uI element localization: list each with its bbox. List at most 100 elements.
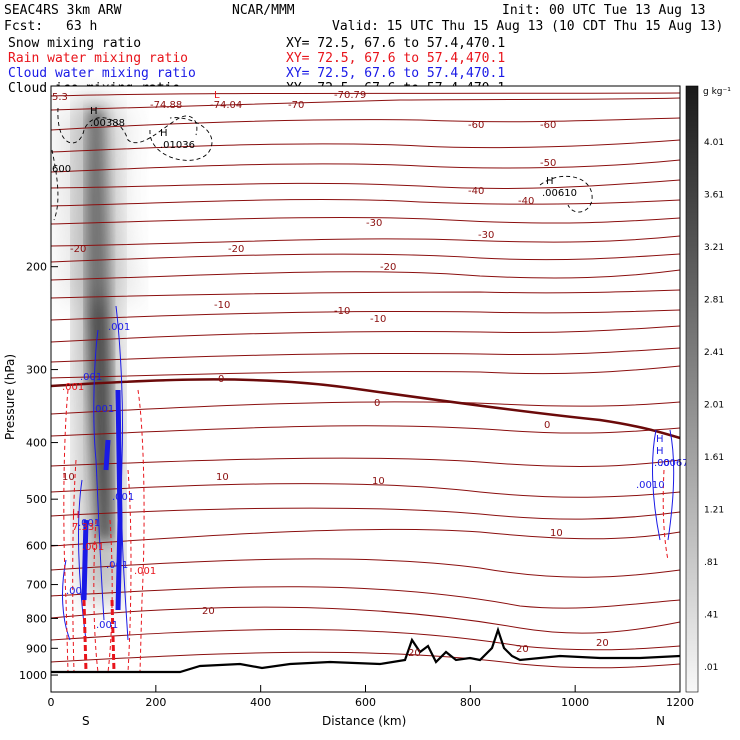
colorbar-label: 2.41 [704, 348, 724, 358]
cw-label: .001 [78, 518, 100, 529]
x-tick-label: 1000 [561, 696, 589, 709]
y-tick-label: 200 [26, 261, 47, 274]
x-tick-label: 400 [250, 696, 271, 709]
init-time: Init: 00 UTC Tue 13 Aug 13 [502, 3, 706, 18]
temp-label: -60 [540, 120, 556, 131]
temp-label: -60 [468, 120, 484, 131]
colorbar: g kg⁻¹ 4.01 3.61 3.21 2.81 2.41 2.01 1.61 1.21.… [685, 85, 731, 693]
colorbar-label: 4.01 [704, 138, 724, 148]
colorbar-label: 3.61 [704, 191, 724, 201]
temp-label: 20 [202, 606, 215, 617]
colorbar-label: 2.01 [704, 401, 724, 411]
snow-maxima-labels: H .00388 H .01036 H .00610 [90, 106, 577, 199]
y-tick-label: 800 [26, 612, 47, 625]
forecast-hour: 63 h [66, 19, 97, 34]
colorbar-label: .81 [704, 558, 718, 568]
x-axis: 0 200 400 600 800 1000 1200 [48, 685, 694, 709]
edge-label: .00 [654, 458, 670, 469]
cloud-water-cores [81, 389, 123, 611]
temp-label: -50 [540, 158, 556, 169]
x-tick-label: 800 [460, 696, 481, 709]
x-tick-label: 0 [48, 696, 55, 709]
y-tick-label: 700 [26, 579, 47, 592]
temp-label: -10 [334, 306, 350, 317]
colorbar-gradient [685, 85, 699, 693]
rain-label: H [72, 510, 80, 521]
temp-label: -10 [214, 300, 230, 311]
x-end-label-south: S [82, 714, 90, 728]
rain-label: .001 [134, 566, 156, 577]
snow-max-label: .00610 [542, 188, 577, 199]
edge-label: .0010 [636, 480, 665, 491]
y-tick-label: 500 [26, 493, 47, 506]
y-tick-label: 900 [26, 642, 47, 655]
y-tick-label: 1000 [19, 669, 47, 682]
temp-label: 20 [516, 644, 529, 655]
field-cloudwater-name: Cloud water mixing ratio [8, 66, 196, 81]
temp-label: -20 [228, 244, 244, 255]
colorbar-label: 3.21 [704, 243, 724, 253]
x-tick-label: 200 [145, 696, 166, 709]
edge-label: H [656, 434, 664, 445]
field-cloudwater-xy: XY= 72.5, 67.6 to 57.4,470.1 [286, 66, 505, 81]
rain-label: .001 [82, 542, 104, 553]
organization: NCAR/MMM [232, 3, 295, 18]
temp-label: 10 [216, 472, 229, 483]
cw-label: .001 [80, 372, 102, 383]
rain-label: 7.33 [72, 522, 94, 533]
colorbar-label: .41 [704, 611, 718, 621]
edge-label: H [656, 446, 664, 457]
temp-label: 20 [596, 638, 609, 649]
cw-label: .001 [96, 620, 118, 631]
plot-area: -70 -60 -60 -50 -40 -40 -30 -30 -20 -20 … [50, 85, 689, 693]
temp-label: 10 [372, 476, 385, 487]
temp-label: 0 [544, 420, 550, 431]
field-snow-xy: XY= 72.5, 67.6 to 57.4,470.1 [286, 36, 505, 51]
field-rain-name: Rain water mixing ratio [8, 51, 188, 66]
snow-max-label: H [90, 106, 98, 117]
valid-time: Valid: 15 UTC Thu 15 Aug 13 (10 CDT Thu … [332, 19, 723, 34]
rain-label: .001 [62, 382, 84, 393]
extreme-label: 600 [52, 164, 71, 175]
forecast-label: Fcst: [4, 19, 43, 34]
snow-max-label: H [160, 128, 168, 139]
terrain-line [51, 626, 681, 674]
snow-max-label: .01036 [160, 140, 195, 151]
cw-label: .001 [106, 560, 128, 571]
extreme-label: -70.79 [334, 90, 366, 101]
temp-label: 10 [550, 528, 563, 539]
edge-label: .0067 [660, 458, 689, 469]
extreme-labels: -74.88 -74.04 -70.79 5.3 600 L [52, 90, 366, 175]
field-rain-xy: XY= 72.5, 67.6 to 57.4,470.1 [286, 51, 505, 66]
temperature-contours [50, 92, 681, 669]
colorbar-label: 1.61 [704, 453, 724, 463]
temp-label: -40 [518, 196, 534, 207]
rain-water-contours [63, 389, 669, 673]
temp-label: 0 [374, 398, 380, 409]
rain-labels: H 7.33 .001 .001 .001 [62, 382, 156, 577]
colorbar-unit: g kg⁻¹ [703, 87, 731, 97]
temp-label: 20 [408, 648, 421, 659]
y-axis: 200 300 400 500 600 700 800 900 1000 [19, 261, 58, 682]
temp-label: 10 [62, 472, 75, 483]
cw-label: .001 [108, 322, 130, 333]
colorbar-label: 1.21 [704, 506, 724, 516]
extreme-label: -74.88 [150, 100, 182, 111]
y-tick-label: 300 [26, 364, 47, 377]
colorbar-labels: 4.01 3.61 3.21 2.81 2.41 2.01 1.61 1.21 .81 .41 .0… [704, 138, 724, 673]
y-axis-label: Pressure (hPa) [3, 354, 17, 440]
temperature-labels: -70 -60 -60 -50 -40 -40 -30 -30 -20 -20 … [62, 100, 609, 659]
temp-label: -20 [70, 244, 86, 255]
y-tick-label: 400 [26, 437, 47, 450]
temp-label: -70 [288, 100, 304, 111]
snow-max-label: .00388 [90, 118, 125, 129]
y-tick-label: 600 [26, 539, 47, 552]
snow-max-label: H [546, 176, 554, 187]
temp-label: -30 [478, 230, 494, 241]
extreme-label: -74.04 [210, 100, 242, 111]
x-tick-label: 1200 [666, 696, 694, 709]
rain-water-cores [82, 599, 116, 673]
cw-label: .001 [112, 492, 134, 503]
x-end-label-north: N [656, 714, 665, 728]
